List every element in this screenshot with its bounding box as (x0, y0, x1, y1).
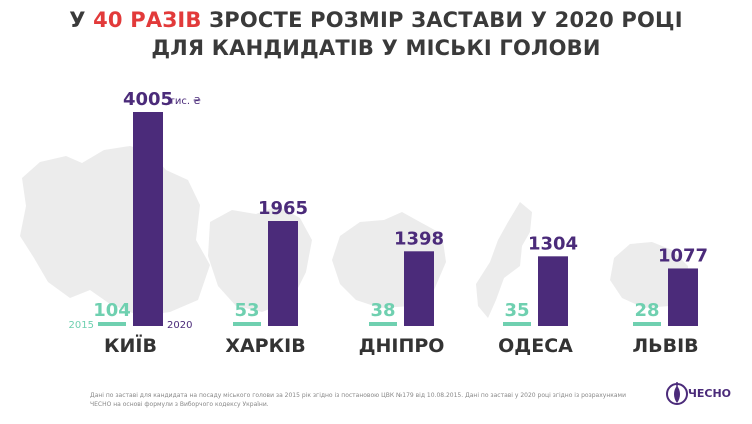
category-label-cat-1: ХАРКІВ (225, 335, 305, 357)
legend-2020: 2020 (167, 320, 192, 331)
legend-2015: 2015 (69, 320, 94, 331)
bar-2015-cat-4 (633, 322, 661, 326)
title-post: ЗРОСТЕ РОЗМІР ЗАСТАВИ У 2020 РОЦІ (201, 8, 683, 32)
value-label-2020-cat-3: 1304 (528, 233, 578, 254)
bar-2015-cat-3 (503, 322, 531, 326)
map-odesa (476, 202, 532, 318)
bar-2020-cat-4 (668, 268, 698, 326)
title-line-2: ДЛЯ КАНДИДАТІВ У МІСЬКІ ГОЛОВИ (151, 36, 601, 60)
value-label-2020-cat-4: 1077 (658, 245, 708, 266)
unit-label: тис. ₴ (169, 96, 201, 107)
value-label-2020-cat-0: 4005 (123, 89, 173, 110)
map-silhouettes (20, 146, 688, 318)
bar-2015-cat-2 (369, 322, 397, 326)
category-label-cat-4: ЛЬВІВ (632, 335, 698, 357)
title-highlight: 40 РАЗІВ (93, 8, 202, 32)
value-label-2020-cat-1: 1965 (258, 198, 308, 219)
title-line-1: У 40 РАЗІВ ЗРОСТЕ РОЗМІР ЗАСТАВИ У 2020 … (0, 6, 752, 34)
chart-title: У 40 РАЗІВ ЗРОСТЕ РОЗМІР ЗАСТАВИ У 2020 … (0, 6, 752, 62)
title-pre: У (69, 8, 94, 32)
map-kyiv (20, 146, 210, 316)
footnote: Дані по заставі для кандидата на посаду … (90, 392, 626, 408)
value-label-2015-cat-4: 28 (634, 300, 659, 321)
value-label-2015-cat-3: 35 (504, 300, 529, 321)
value-label-2015-cat-0: 104 (93, 300, 131, 321)
garlic-icon (666, 382, 688, 405)
bars-layer: 4005 104 КИЇВ тис. ₴ 2015 2020 1965 53 ХАРКІВ 139… (69, 89, 709, 357)
value-label-2020-cat-2: 1398 (394, 228, 444, 249)
logo-text: ЧЕСНО (688, 387, 732, 400)
category-label-cat-3: ОДЕСА (498, 335, 573, 357)
category-label-cat-2: ДНІПРО (359, 335, 445, 357)
bar-2015-cat-1 (233, 322, 261, 326)
bar-2020-cat-1 (268, 221, 298, 326)
bar-2020-cat-3 (538, 256, 568, 326)
category-label-cat-0: КИЇВ (104, 333, 157, 357)
bar-2020-cat-0 (133, 112, 163, 326)
bar-2020-cat-2 (404, 251, 434, 326)
logo: ЧЕСНО (666, 373, 744, 417)
bar-2015-cat-0 (98, 322, 126, 326)
value-label-2015-cat-1: 53 (234, 300, 259, 321)
value-label-2015-cat-2: 38 (370, 300, 395, 321)
